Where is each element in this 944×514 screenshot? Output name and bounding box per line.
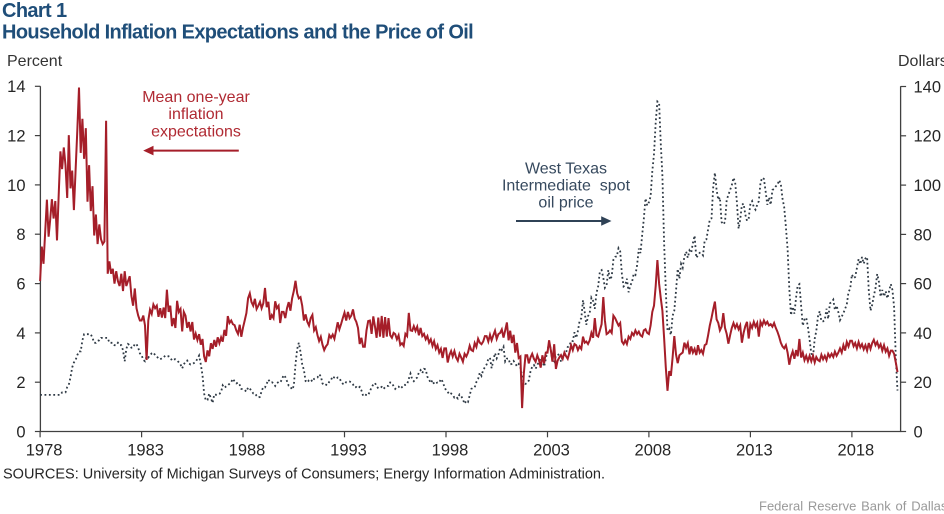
svg-text:2018: 2018 [838, 442, 875, 460]
svg-text:inflation: inflation [168, 106, 223, 123]
svg-text:Dollars: Dollars [898, 53, 944, 70]
svg-text:14: 14 [7, 78, 25, 96]
svg-text:2003: 2003 [533, 442, 570, 460]
svg-text:140: 140 [914, 78, 942, 96]
svg-text:SOURCES: University of Michiga: SOURCES: University of Michigan Surveys … [3, 467, 605, 483]
svg-text:Federal Reserve Bank of Dallas: Federal Reserve Bank of Dallas [759, 498, 944, 513]
svg-text:Percent: Percent [7, 53, 63, 70]
svg-text:oil price: oil price [538, 195, 593, 212]
svg-text:10: 10 [7, 177, 25, 195]
svg-text:2013: 2013 [736, 442, 773, 460]
svg-text:40: 40 [914, 325, 932, 343]
svg-text:12: 12 [7, 128, 25, 146]
svg-text:6: 6 [16, 276, 25, 294]
svg-text:4: 4 [16, 325, 25, 343]
svg-text:1983: 1983 [127, 442, 164, 460]
svg-text:8: 8 [16, 226, 25, 244]
svg-text:Intermediate spot: Intermediate spot [502, 178, 631, 195]
svg-text:2: 2 [16, 374, 25, 392]
svg-text:0: 0 [16, 423, 25, 441]
svg-text:1993: 1993 [330, 442, 367, 460]
svg-text:Household Inflation Expectatio: Household Inflation Expectations and the… [2, 22, 473, 44]
svg-text:1988: 1988 [229, 442, 266, 460]
svg-text:2008: 2008 [635, 442, 672, 460]
svg-text:0: 0 [914, 423, 923, 441]
svg-text:120: 120 [914, 128, 942, 146]
svg-text:1978: 1978 [26, 442, 63, 460]
svg-text:100: 100 [914, 177, 942, 195]
svg-text:Mean one-year: Mean one-year [142, 89, 250, 106]
svg-text:80: 80 [914, 226, 932, 244]
svg-text:20: 20 [914, 374, 932, 392]
svg-text:expectations: expectations [151, 123, 241, 140]
svg-text:Chart 1: Chart 1 [2, 0, 67, 22]
svg-text:60: 60 [914, 276, 932, 294]
svg-text:1998: 1998 [432, 442, 469, 460]
svg-text:West Texas: West Texas [525, 161, 607, 178]
